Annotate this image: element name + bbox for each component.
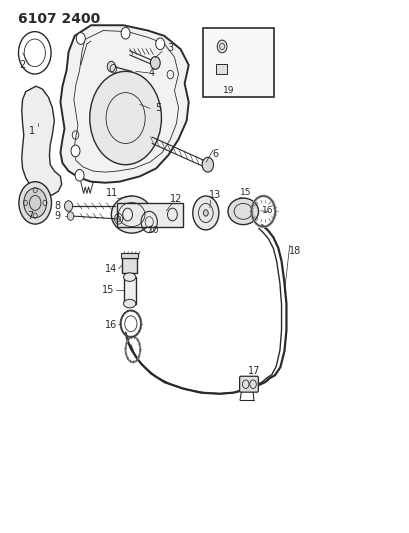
Text: 4: 4 — [148, 68, 155, 78]
Text: 2: 2 — [19, 60, 26, 70]
Text: 7: 7 — [27, 211, 34, 221]
Circle shape — [121, 27, 130, 39]
Bar — [216, 64, 227, 74]
Polygon shape — [117, 203, 182, 227]
FancyBboxPatch shape — [239, 376, 258, 392]
Text: 13: 13 — [208, 190, 220, 200]
Ellipse shape — [111, 196, 152, 233]
Circle shape — [24, 188, 47, 217]
Circle shape — [150, 56, 160, 69]
Bar — [202, 28, 274, 97]
Bar — [121, 258, 137, 273]
Circle shape — [19, 182, 52, 224]
Text: 9: 9 — [54, 211, 61, 221]
Text: 3: 3 — [167, 43, 173, 53]
Polygon shape — [60, 25, 188, 183]
Circle shape — [107, 61, 115, 72]
Text: 12: 12 — [170, 193, 182, 204]
Circle shape — [202, 157, 213, 172]
Ellipse shape — [227, 198, 258, 224]
Text: 6: 6 — [211, 149, 218, 159]
Text: 6107 2400: 6107 2400 — [18, 12, 100, 26]
Text: 10: 10 — [148, 226, 160, 235]
Circle shape — [217, 40, 227, 53]
Circle shape — [192, 196, 218, 230]
Text: 11: 11 — [106, 188, 118, 198]
Circle shape — [67, 212, 74, 220]
Text: 18: 18 — [288, 246, 300, 256]
Ellipse shape — [123, 273, 135, 281]
Text: 17: 17 — [247, 367, 259, 376]
Ellipse shape — [123, 300, 135, 308]
Text: 15: 15 — [102, 285, 115, 295]
Text: 8: 8 — [54, 201, 61, 211]
Circle shape — [155, 38, 164, 50]
Text: 15: 15 — [239, 188, 251, 197]
Text: 5: 5 — [155, 103, 161, 114]
Bar — [123, 277, 135, 304]
Circle shape — [71, 145, 80, 157]
Circle shape — [90, 71, 161, 165]
Text: 16: 16 — [262, 206, 273, 215]
Circle shape — [75, 169, 84, 181]
Text: 1: 1 — [29, 126, 35, 136]
Circle shape — [64, 201, 72, 212]
Text: 14: 14 — [105, 264, 117, 273]
Polygon shape — [22, 86, 61, 195]
Text: 19: 19 — [222, 86, 234, 95]
Circle shape — [203, 210, 208, 216]
Text: 16: 16 — [105, 320, 117, 330]
Bar — [121, 253, 138, 258]
Circle shape — [76, 33, 85, 44]
